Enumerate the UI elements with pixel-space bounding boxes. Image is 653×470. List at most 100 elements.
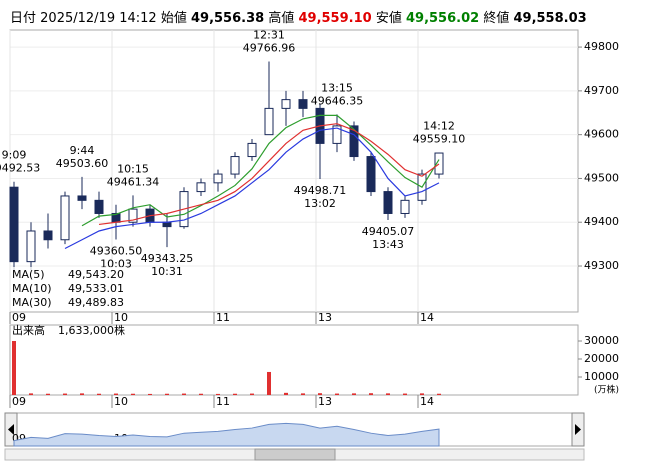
annotation-value: 49360.50 [90, 245, 143, 258]
volume-bar [148, 393, 152, 395]
annotation-time: 12:31 [253, 29, 285, 42]
annotation-time: 14:12 [423, 120, 455, 133]
legend-label: MA(10) [12, 282, 52, 295]
legend-label: MA(5) [12, 268, 45, 281]
candle-body [43, 230, 53, 241]
arrow-icon [8, 424, 14, 435]
legend-value: 49,533.01 [68, 282, 124, 295]
y-tick-label: 20000 [584, 352, 619, 365]
volume-label: 出来高 [12, 323, 45, 337]
x-tick-label: 10 [114, 395, 128, 408]
candle-body [383, 191, 393, 214]
volume-bar [301, 393, 305, 395]
x-tick-label: 13 [318, 311, 332, 324]
annotation-value: 49461.34 [107, 175, 160, 188]
candle-body [9, 186, 19, 263]
volume-bar [12, 341, 16, 395]
volume-bar [335, 393, 339, 395]
x-tick-label: 11 [216, 395, 230, 408]
ma-line [81, 114, 440, 227]
volume-bar [80, 393, 84, 395]
ma-line [98, 123, 440, 226]
y-tick-label: 10000 [584, 370, 619, 383]
annotation-value: 49646.35 [311, 94, 364, 107]
annotation-value: 49503.60 [56, 157, 109, 170]
volume-bar [284, 392, 288, 395]
volume-bar [352, 393, 356, 395]
annotation-value: 49559.10 [413, 133, 466, 146]
candle-body [366, 156, 376, 193]
candle-body [60, 195, 70, 241]
scroll-thumb[interactable] [254, 448, 336, 461]
annotation-value: 49498.71 [294, 184, 347, 197]
candle-body [247, 142, 257, 158]
candle-body [196, 182, 206, 193]
volume-bar [114, 393, 118, 395]
annotation-value: 49766.96 [243, 42, 296, 55]
legend-label: MA(30) [12, 296, 52, 309]
volume-bar [216, 393, 220, 395]
volume-bar [97, 393, 101, 395]
y-tick-label: 49600 [584, 128, 619, 141]
annotation-time: 10:31 [151, 265, 183, 278]
label: 始値 [161, 10, 187, 26]
volume-bar [386, 393, 390, 395]
datetime: 2025/12/19 14:12 [40, 11, 157, 26]
header: 日付 2025/12/19 14:12 始値 49,556.38 高値 49,5… [10, 10, 587, 26]
annotation-time: 9:09 [2, 149, 27, 162]
candle-body [230, 156, 240, 175]
volume-bar [165, 393, 169, 395]
volume-bar [199, 393, 203, 395]
candle-body [349, 125, 359, 158]
candle-body [128, 208, 138, 223]
y-tick-label: 30000 [584, 334, 619, 347]
volume-bar [318, 393, 322, 395]
x-tick-label: 10 [114, 311, 128, 324]
high-value: 49,559.10 [298, 11, 371, 26]
ma-line [64, 127, 440, 250]
y-tick-label: 49400 [584, 215, 619, 228]
y-tick-label: 49300 [584, 259, 619, 272]
volume-bar [233, 393, 237, 395]
annotation-time: 9:44 [70, 144, 95, 157]
plot-layer: 4930049400495004960049700498000909091010… [0, 29, 619, 447]
x-tick-label: 09 [12, 311, 26, 324]
y-tick-label: 49500 [584, 171, 619, 184]
annotation-time: 13:43 [372, 238, 404, 251]
label: 安値 [376, 10, 402, 26]
volume-bar [131, 393, 135, 395]
volume-bar [420, 393, 424, 395]
volume-bar [369, 393, 373, 395]
annotation-time: 13:15 [321, 81, 353, 94]
candle-body [264, 107, 274, 136]
navigator-area [13, 422, 440, 447]
candle-body [434, 152, 444, 175]
x-tick-label: 14 [420, 395, 434, 408]
volume-bar [403, 393, 407, 395]
label: 日付 [10, 11, 36, 26]
arrow-icon [575, 424, 581, 435]
volume-bar [29, 393, 33, 395]
annotation-value: 49343.25 [141, 252, 194, 265]
annotation-value: 49405.07 [362, 225, 415, 238]
legend-value: 49,489.83 [68, 296, 124, 309]
label: 高値 [268, 10, 294, 26]
volume-bar [46, 393, 50, 395]
label: 終値 [483, 10, 509, 26]
volume-bar [437, 393, 441, 395]
x-tick-label: 14 [420, 311, 434, 324]
volume-bar [63, 393, 67, 395]
legend-value: 49,543.20 [68, 268, 124, 281]
volume-unit: (万株) [594, 384, 619, 396]
annotation-time: 13:02 [304, 197, 336, 210]
annotation-time: 10:15 [117, 162, 149, 175]
y-tick-label: 49700 [584, 84, 619, 97]
volume-bar [267, 371, 271, 395]
candle-body [26, 230, 36, 263]
candle-body [77, 195, 87, 201]
legend-box [11, 267, 127, 310]
candle-body [298, 99, 308, 109]
volume-bar [250, 393, 254, 395]
